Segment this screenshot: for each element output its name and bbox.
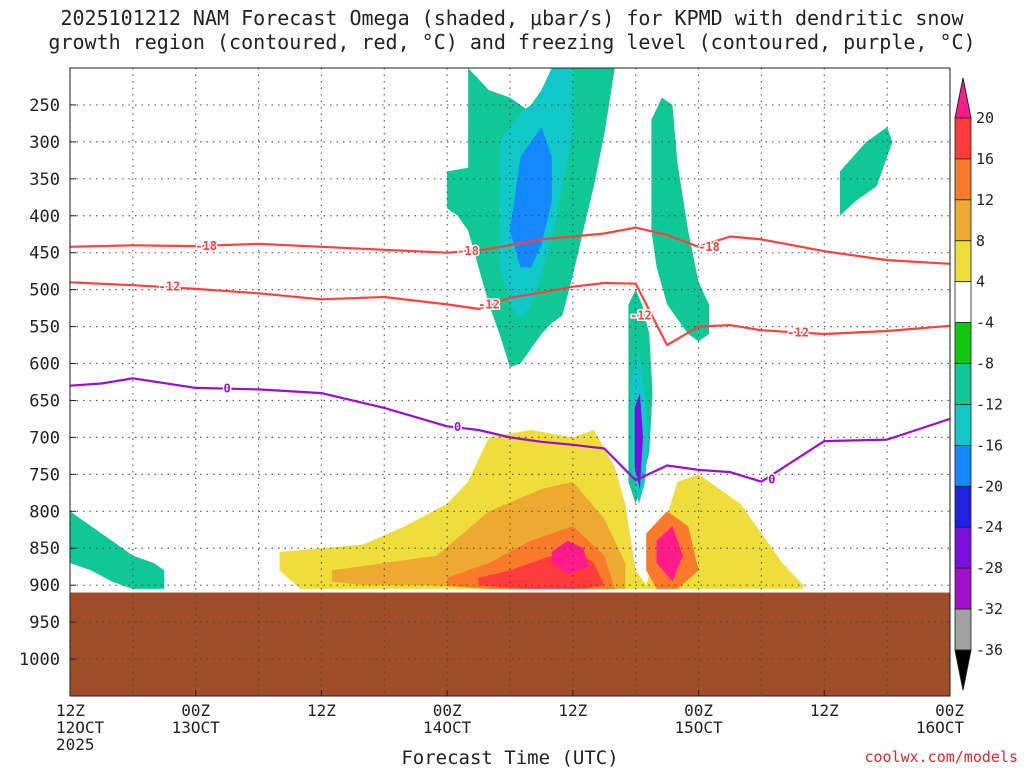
title-line-1: 2025101212 NAM Forecast Omega (shaded, μ… [60,6,964,30]
y-tick-label: 600 [29,355,60,375]
colorbar-tick-label: -20 [976,477,1003,495]
contour-label: -12 [159,280,181,294]
x-tick-label: 00Z [181,701,210,720]
y-tick-label: 850 [29,539,60,559]
y-tick-label: 500 [29,281,60,301]
contour-label: -18 [457,244,479,258]
y-tick-label: 700 [29,428,60,448]
omega-shaded-region [70,511,165,589]
colorbar-swatch [954,240,972,283]
colorbar-swatch [954,117,972,160]
omega-shaded-region [447,164,510,261]
y-tick-label: 1000 [19,650,60,670]
colorbar-swatch [954,158,972,201]
y-tick-label: 750 [29,465,60,485]
colorbar-swatch [954,444,972,487]
y-tick-label: 450 [29,244,60,264]
colorbar-swatch [954,526,972,569]
omega-shaded-region [656,526,683,582]
colorbar-tick-label: 8 [976,232,985,250]
contour-line [70,281,950,347]
contour-label: -12 [787,325,809,339]
x-tick-label: 2025 [56,735,95,754]
omega-shaded-region [840,127,893,216]
colorbar-tick-label: -36 [976,641,1003,659]
contour-label: 0 [224,382,231,396]
y-tick-label: 250 [29,96,60,116]
colorbar-tick-label: -24 [976,518,1003,536]
contour-label: -18 [698,240,720,254]
colorbar-swatch [954,567,972,610]
title-line-2: growth region (contoured, red, °C) and f… [48,30,976,54]
x-tick-label: 12Z [307,701,336,720]
y-tick-label: 800 [29,502,60,522]
colorbar-tick-label: -8 [976,355,994,373]
colorbar-tick-label: -32 [976,600,1003,618]
omega-shaded-region [634,393,643,490]
y-tick-label: 650 [29,391,60,411]
contour-label: 0 [768,473,775,487]
contour-label: -12 [478,297,500,311]
contour-label: 0 [454,420,461,434]
omega-shaded-region [551,540,589,575]
colorbar-swatch [954,404,972,446]
y-tick-label: 350 [29,170,60,190]
omega-shaded-region [510,127,552,268]
x-tick-label: 00Z [935,701,964,720]
y-tick-label: 300 [29,133,60,153]
x-tick-label: 12OCT [56,718,105,737]
colorbar-tick-label: 12 [976,191,994,209]
y-tick-label: 950 [29,613,60,633]
y-tick-label: 400 [29,207,60,227]
colorbar-tick-label: 16 [976,150,994,168]
x-tick-label: 15OCT [674,718,723,737]
x-tick-label: 12Z [558,701,587,720]
colorbar-tick-label: 20 [976,109,994,127]
y-tick-label: 550 [29,318,60,338]
colorbar-tick-label: -28 [976,559,1003,577]
contour-line [70,377,950,483]
y-tick-label: 900 [29,576,60,596]
x-tick-label: 12Z [56,701,85,720]
colorbar-tick-label: -12 [976,395,1003,413]
x-tick-label: 14OCT [423,718,472,737]
x-tick-label: 16OCT [916,718,965,737]
chart-title: 2025101212 NAM Forecast Omega (shaded, μ… [0,6,1024,54]
colorbar-swatch [954,485,972,528]
colorbar-max-arrow [954,77,972,119]
contour-label: -12 [630,309,652,323]
site-credit: coolwx.com/models [864,748,1018,766]
x-tick-label: 00Z [684,701,713,720]
colorbar-swatch [954,608,972,651]
colorbar-tick-label: -16 [976,436,1003,454]
colorbar-tick-label: -4 [976,314,994,332]
colorbar-swatch [954,199,972,242]
x-tick-label: 12Z [810,701,839,720]
omega-shaded-region [651,97,709,342]
x-tick-label: 13OCT [172,718,221,737]
x-axis-label: Forecast Time (UTC) [401,747,618,768]
colorbar-swatch [954,363,972,405]
contour-line [70,226,950,265]
colorbar-tick-label: 4 [976,273,985,291]
surface-terrain [70,592,950,696]
contour-label: -18 [195,239,217,253]
colorbar-swatch [954,281,972,324]
colorbar-min-arrow [954,649,972,691]
colorbar-swatch [954,322,972,364]
plot-frame [69,67,951,697]
x-tick-label: 00Z [433,701,462,720]
